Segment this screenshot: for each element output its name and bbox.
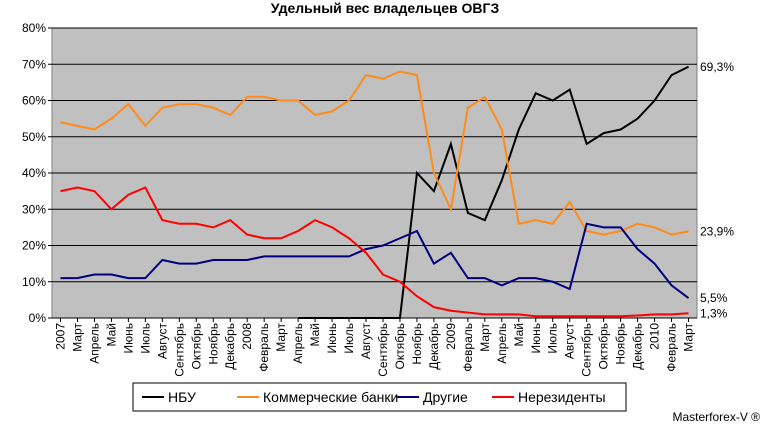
x-tick-label: Декабрь: [631, 323, 645, 370]
x-tick-label: Декабрь: [223, 323, 237, 370]
x-tick-label: Август: [563, 323, 577, 360]
end-label: 5,5%: [700, 291, 728, 305]
x-tick-label: Декабрь: [427, 323, 441, 370]
x-tick-label: Октябрь: [597, 323, 611, 370]
x-tick-label: Июль: [138, 323, 152, 354]
y-tick-label: 50%: [22, 130, 46, 144]
x-tick-label: 2010: [648, 323, 662, 350]
x-tick-label: Апрель: [87, 323, 101, 364]
x-tick-label: Февраль: [665, 323, 679, 372]
x-tick-label: Август: [155, 323, 169, 360]
y-tick-label: 40%: [22, 166, 46, 180]
x-tick-label: Апрель: [291, 323, 305, 364]
end-label: 23,9%: [700, 224, 734, 238]
y-tick-label: 70%: [22, 57, 46, 71]
legend-label: Коммерческие банки: [263, 389, 398, 405]
y-tick-label: 80%: [22, 21, 46, 35]
y-tick-label: 0%: [29, 311, 47, 325]
end-label: 1,3%: [700, 306, 728, 320]
y-tick-label: 20%: [22, 239, 46, 253]
x-tick-label: Ноябрь: [614, 323, 628, 365]
x-tick-label: Ноябрь: [206, 323, 220, 365]
x-tick-label: Октябрь: [189, 323, 203, 370]
series-line: [60, 70, 689, 236]
x-tick-label: Март: [70, 323, 84, 352]
x-tick-label: Май: [104, 323, 118, 347]
legend-label: НБУ: [168, 389, 196, 405]
source: Masterforex-V ®: [672, 410, 760, 424]
x-tick-label: Апрель: [495, 323, 509, 364]
x-tick-label: Октябрь: [393, 323, 407, 370]
legend-label: Нерезиденты: [518, 389, 606, 405]
x-tick-label: Май: [308, 323, 322, 347]
x-tick-label: Июль: [546, 323, 560, 354]
x-tick-label: Сентябрь: [580, 323, 594, 377]
y-tick-label: 10%: [22, 275, 46, 289]
legend-box: [132, 382, 627, 412]
end-label: 69,3%: [700, 60, 734, 74]
x-tick-label: Август: [359, 323, 373, 360]
x-tick-label: 2009: [444, 323, 458, 350]
y-tick-label: 60%: [22, 94, 46, 108]
x-tick-label: Сентябрь: [172, 323, 186, 377]
x-tick-label: 2008: [240, 323, 254, 350]
x-tick-label: Февраль: [461, 323, 475, 372]
chart-title: Удельный вес владельцев ОВГЗ: [271, 0, 500, 16]
x-tick-label: Март: [682, 323, 696, 352]
x-tick-label: Июль: [342, 323, 356, 354]
series-line: [60, 222, 690, 299]
x-tick-label: Июнь: [529, 323, 543, 354]
series-line: [298, 65, 689, 319]
x-tick-label: 2007: [53, 323, 67, 350]
x-tick-label: Июнь: [121, 323, 135, 354]
x-tick-label: Март: [274, 323, 288, 352]
y-tick-label: 30%: [22, 202, 46, 216]
x-tick-label: Март: [478, 323, 492, 352]
x-tick-label: Февраль: [257, 323, 271, 372]
x-tick-label: Июнь: [325, 323, 339, 354]
x-tick-label: Ноябрь: [410, 323, 424, 365]
series-line: [60, 186, 689, 318]
legend-label: Другие: [423, 389, 468, 405]
x-tick-label: Сентябрь: [376, 323, 390, 377]
x-tick-label: Май: [512, 323, 526, 347]
